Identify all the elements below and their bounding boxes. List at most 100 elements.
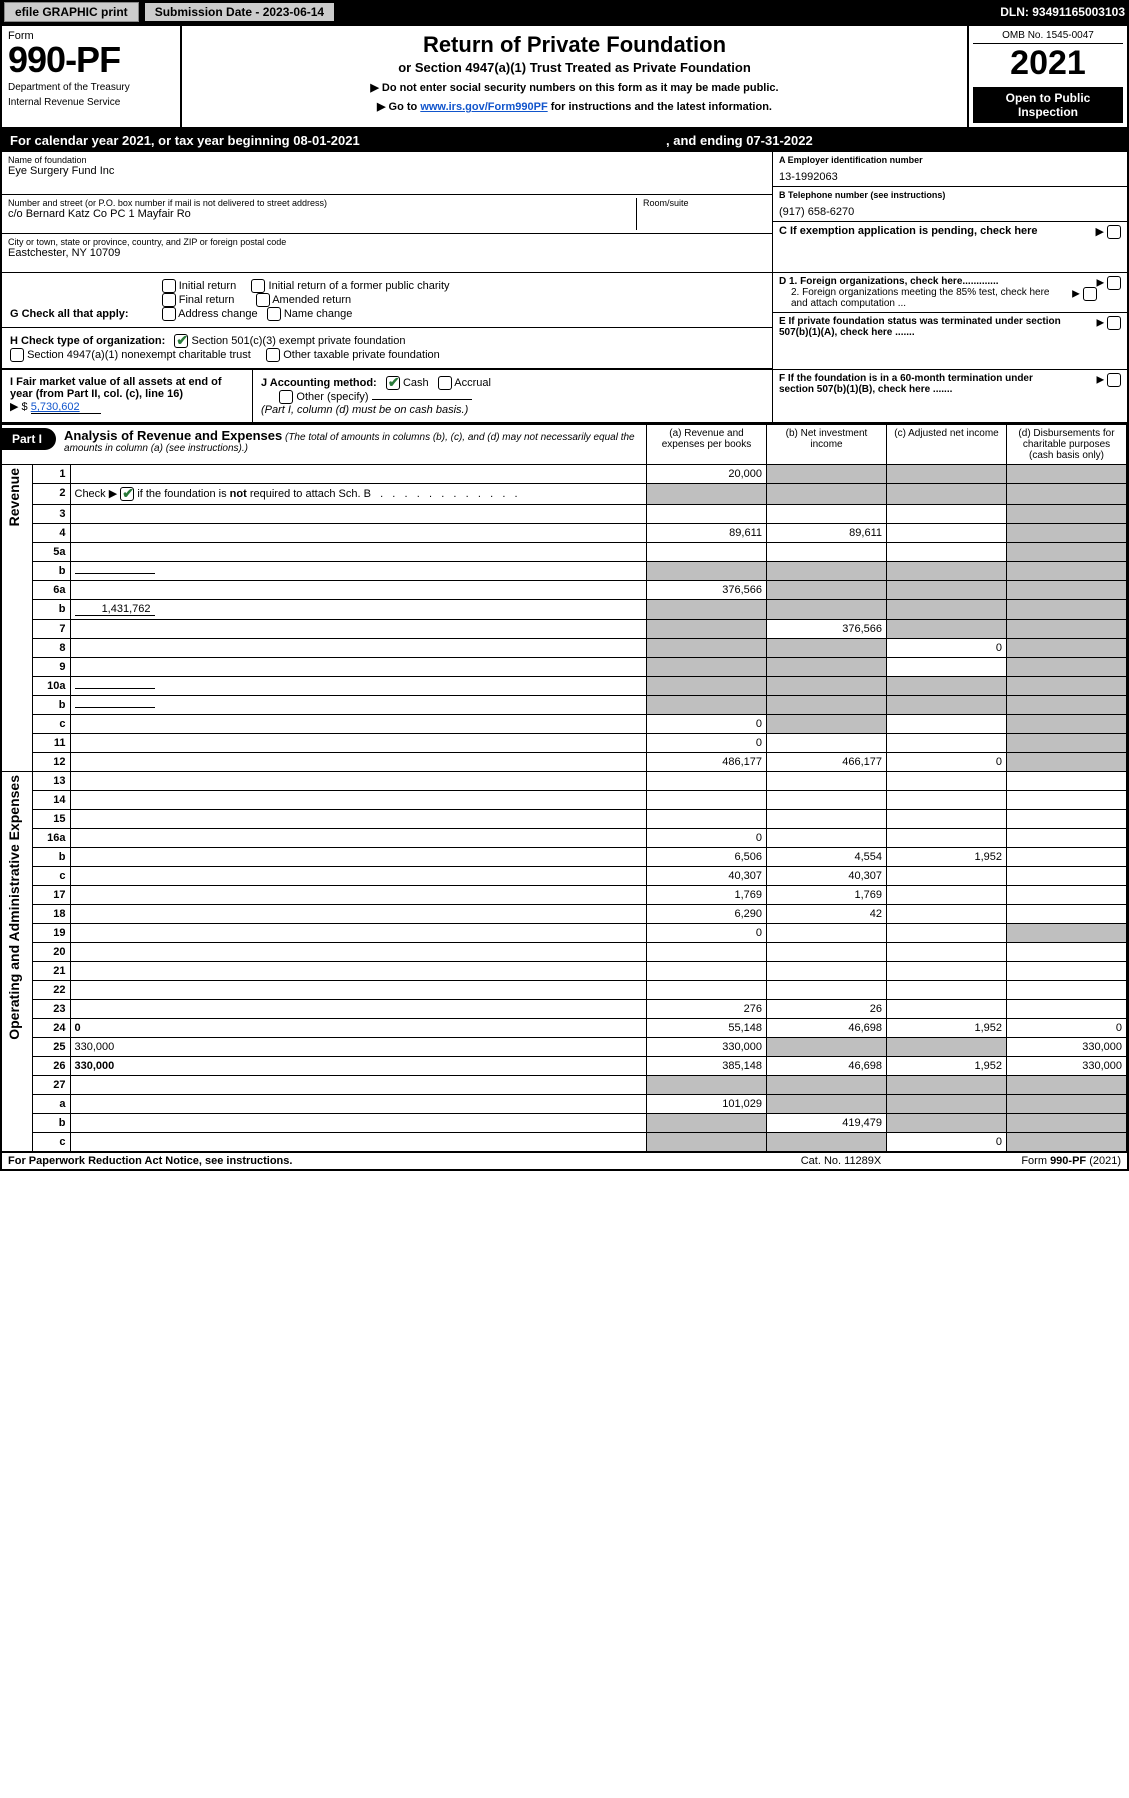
row-desc xyxy=(70,1076,647,1095)
row-val-b xyxy=(767,639,887,658)
row-num: a xyxy=(32,1095,70,1114)
row-desc xyxy=(70,1114,647,1133)
d2-label: 2. Foreign organizations meeting the 85%… xyxy=(779,287,1059,309)
city-label: City or town, state or province, country… xyxy=(8,237,766,247)
row-num: 13 xyxy=(32,772,70,791)
row-val-b xyxy=(767,677,887,696)
g-name-change-checkbox[interactable] xyxy=(267,307,281,321)
row-val-d xyxy=(1007,524,1127,543)
row-num: 24 xyxy=(32,1019,70,1038)
row-val-b xyxy=(767,810,887,829)
row-num: b xyxy=(32,1114,70,1133)
row-val-c: 0 xyxy=(887,753,1007,772)
row-val-c xyxy=(887,867,1007,886)
row-val-a xyxy=(647,639,767,658)
row-val-a xyxy=(647,943,767,962)
section-g: G Check all that apply: Initial return I… xyxy=(2,273,772,328)
d1-checkbox[interactable] xyxy=(1107,276,1121,290)
row-val-b xyxy=(767,943,887,962)
j-note: (Part I, column (d) must be on cash basi… xyxy=(261,404,468,416)
row-num: b xyxy=(32,562,70,581)
f-checkbox[interactable] xyxy=(1107,373,1121,387)
row-val-a xyxy=(647,981,767,1000)
row-val-d xyxy=(1007,1095,1127,1114)
row-num: 17 xyxy=(32,886,70,905)
row-val-b xyxy=(767,484,887,505)
h-4947-checkbox[interactable] xyxy=(10,348,24,362)
g-opt-2: Final return xyxy=(179,294,235,306)
row-desc xyxy=(70,962,647,981)
c-exemption-checkbox[interactable] xyxy=(1107,225,1121,239)
form-note-1: ▶ Do not enter social security numbers o… xyxy=(190,81,959,94)
row-num: 6a xyxy=(32,581,70,600)
j-accrual-checkbox[interactable] xyxy=(438,376,452,390)
row-val-b: 46,698 xyxy=(767,1019,887,1038)
row-num: c xyxy=(32,715,70,734)
col-a-header: (a) Revenue and expenses per books xyxy=(647,425,767,465)
g-amended-checkbox[interactable] xyxy=(256,293,270,307)
row-val-a: 1,769 xyxy=(647,886,767,905)
g-initial-former-checkbox[interactable] xyxy=(251,279,265,293)
row-num: 15 xyxy=(32,810,70,829)
row-val-b xyxy=(767,505,887,524)
row-val-c xyxy=(887,484,1007,505)
i-value[interactable]: 5,730,602 xyxy=(31,401,101,414)
calendar-year-row: For calendar year 2021, or tax year begi… xyxy=(2,129,1127,152)
h-501c3-checkbox[interactable] xyxy=(174,334,188,348)
j-other-label: Other (specify) xyxy=(296,391,368,403)
row-desc xyxy=(70,715,647,734)
row-val-a: 376,566 xyxy=(647,581,767,600)
address-value: c/o Bernard Katz Co PC 1 Mayfair Ro xyxy=(8,208,636,220)
address-label: Number and street (or P.O. box number if… xyxy=(8,198,636,208)
form-id-block: Form 990-PF Department of the Treasury I… xyxy=(2,26,182,127)
row-val-d xyxy=(1007,905,1127,924)
row-desc: Check ▶ if the foundation is not require… xyxy=(70,484,647,505)
row-num: 20 xyxy=(32,943,70,962)
g-address-change-checkbox[interactable] xyxy=(162,307,176,321)
irs-link[interactable]: www.irs.gov/Form990PF xyxy=(420,101,547,113)
h-opt-1: Section 501(c)(3) exempt private foundat… xyxy=(191,335,405,347)
row-val-a xyxy=(647,658,767,677)
cal-year-begin: For calendar year 2021, or tax year begi… xyxy=(10,133,360,148)
row-desc xyxy=(70,543,647,562)
row-desc: 1,431,762 xyxy=(70,600,647,620)
row-val-a: 20,000 xyxy=(647,465,767,484)
f-label: F If the foundation is in a 60-month ter… xyxy=(779,373,1069,395)
row-val-c xyxy=(887,581,1007,600)
row-val-b xyxy=(767,962,887,981)
row-val-c xyxy=(887,505,1007,524)
tax-year: 2021 xyxy=(973,44,1123,83)
row-num: 19 xyxy=(32,924,70,943)
g-initial-return-checkbox[interactable] xyxy=(162,279,176,293)
h-other-taxable-checkbox[interactable] xyxy=(266,348,280,362)
row-num: c xyxy=(32,867,70,886)
row-val-d: 330,000 xyxy=(1007,1038,1127,1057)
j-other-checkbox[interactable] xyxy=(279,390,293,404)
footer-left: For Paperwork Reduction Act Notice, see … xyxy=(8,1155,741,1167)
d2-checkbox[interactable] xyxy=(1083,287,1097,301)
row-desc xyxy=(70,810,647,829)
col-c-header: (c) Adjusted net income xyxy=(887,425,1007,465)
footer-row: For Paperwork Reduction Act Notice, see … xyxy=(2,1152,1127,1169)
row-val-a: 276 xyxy=(647,1000,767,1019)
row-desc xyxy=(70,848,647,867)
section-i: I Fair market value of all assets at end… xyxy=(2,370,252,422)
row-val-c: 0 xyxy=(887,639,1007,658)
row-val-c xyxy=(887,543,1007,562)
h-opt-2: Section 4947(a)(1) nonexempt charitable … xyxy=(27,349,251,361)
g-opt-3: Amended return xyxy=(272,294,351,306)
row-val-c xyxy=(887,734,1007,753)
g-final-return-checkbox[interactable] xyxy=(162,293,176,307)
row-val-c xyxy=(887,1038,1007,1057)
row-val-b xyxy=(767,829,887,848)
row-val-a: 55,148 xyxy=(647,1019,767,1038)
j-cash-checkbox[interactable] xyxy=(386,376,400,390)
e-checkbox[interactable] xyxy=(1107,316,1121,330)
row-val-a: 6,290 xyxy=(647,905,767,924)
row-val-c xyxy=(887,943,1007,962)
row-val-c xyxy=(887,562,1007,581)
efile-graphic-print-button[interactable]: efile GRAPHIC print xyxy=(4,2,139,22)
d-foreign-cell: D 1. Foreign organizations, check here..… xyxy=(773,273,1127,313)
row-num: 4 xyxy=(32,524,70,543)
j-accrual-label: Accrual xyxy=(454,377,491,389)
